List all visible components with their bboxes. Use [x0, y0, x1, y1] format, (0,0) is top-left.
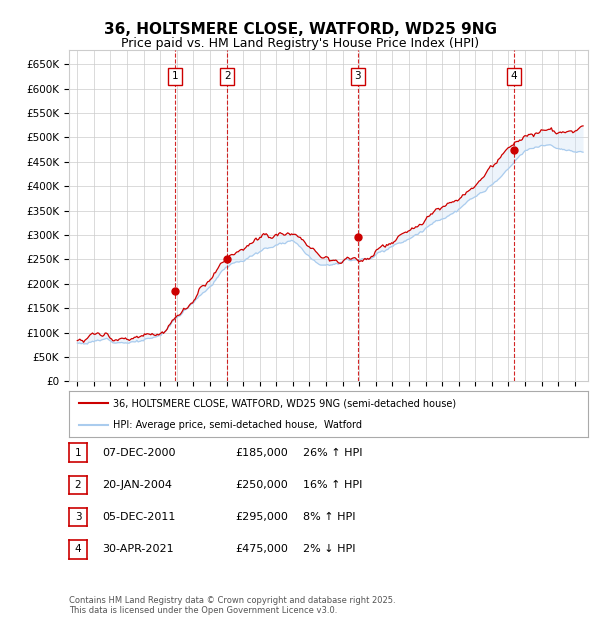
Text: Contains HM Land Registry data © Crown copyright and database right 2025.
This d: Contains HM Land Registry data © Crown c…: [69, 596, 395, 615]
Text: 05-DEC-2011: 05-DEC-2011: [102, 512, 175, 522]
Text: 1: 1: [172, 71, 179, 81]
Text: £475,000: £475,000: [235, 544, 288, 554]
Text: 4: 4: [511, 71, 517, 81]
Text: Price paid vs. HM Land Registry's House Price Index (HPI): Price paid vs. HM Land Registry's House …: [121, 37, 479, 50]
Text: 3: 3: [355, 71, 361, 81]
Text: 2: 2: [224, 71, 230, 81]
Text: 1: 1: [74, 448, 82, 458]
Text: £250,000: £250,000: [235, 480, 288, 490]
Text: 30-APR-2021: 30-APR-2021: [102, 544, 173, 554]
Text: 2: 2: [74, 480, 82, 490]
Text: 07-DEC-2000: 07-DEC-2000: [102, 448, 176, 458]
Text: 8% ↑ HPI: 8% ↑ HPI: [303, 512, 355, 522]
Text: 36, HOLTSMERE CLOSE, WATFORD, WD25 9NG: 36, HOLTSMERE CLOSE, WATFORD, WD25 9NG: [104, 22, 497, 37]
Text: £295,000: £295,000: [235, 512, 288, 522]
Text: 16% ↑ HPI: 16% ↑ HPI: [303, 480, 362, 490]
Text: HPI: Average price, semi-detached house,  Watford: HPI: Average price, semi-detached house,…: [113, 420, 362, 430]
Text: 26% ↑ HPI: 26% ↑ HPI: [303, 448, 362, 458]
Text: 2% ↓ HPI: 2% ↓ HPI: [303, 544, 355, 554]
Text: £185,000: £185,000: [235, 448, 288, 458]
Text: 3: 3: [74, 512, 82, 522]
Text: 4: 4: [74, 544, 82, 554]
Text: 36, HOLTSMERE CLOSE, WATFORD, WD25 9NG (semi-detached house): 36, HOLTSMERE CLOSE, WATFORD, WD25 9NG (…: [113, 398, 456, 408]
Text: 20-JAN-2004: 20-JAN-2004: [102, 480, 172, 490]
